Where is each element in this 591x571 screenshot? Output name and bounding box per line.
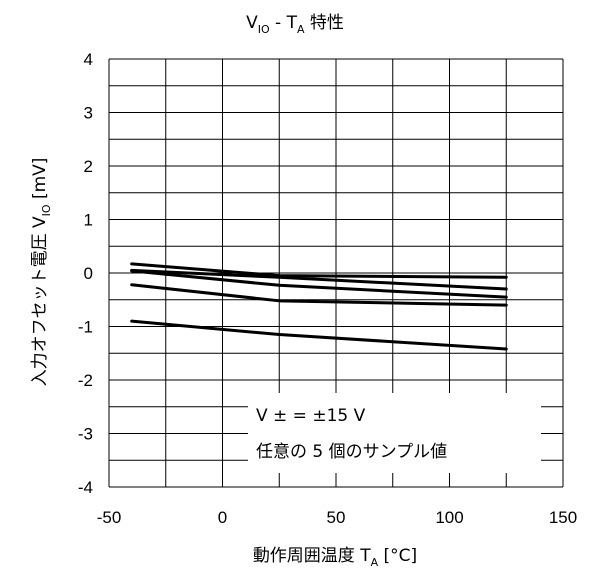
title-subscript-2: A (297, 23, 305, 36)
title-subscript: IO (258, 23, 270, 36)
x-tick-label: 0 (218, 508, 227, 527)
legend-box (248, 393, 541, 473)
y-tick-label: 2 (84, 157, 93, 176)
series-group (130, 262, 508, 351)
x-axis-label: 動作周囲温度 TA [°C] (253, 546, 417, 569)
y-label-tail: [mV] (30, 158, 50, 205)
y-axis-label: 入力オフセット電圧 VIO [mV] (30, 158, 53, 387)
y-tick-label: -1 (78, 318, 93, 337)
x-tick-label: 150 (549, 508, 577, 527)
series-line-1 (130, 262, 508, 279)
series-line-3 (130, 269, 508, 299)
series-line-4 (130, 283, 508, 307)
x-label-tail: [°C] (378, 546, 417, 566)
series-line-2 (130, 268, 508, 291)
x-tick-label: -50 (97, 508, 122, 527)
title-rest: - T (270, 13, 298, 33)
y-tick-label: 1 (84, 211, 93, 230)
y-tick-label: 3 (84, 104, 93, 123)
y-label-main: 入力オフセット電圧 V (30, 216, 50, 386)
title-main: V (246, 13, 258, 33)
legend-line-2: 任意の 5 個のサンプル値 (256, 442, 447, 462)
y-tick-label: 4 (84, 50, 93, 69)
tick-labels: -50 0 50 100 150 4 3 2 1 0 -1 -2 -3 -4 (78, 50, 577, 527)
y-tick-label: 0 (84, 264, 93, 283)
x-label-main: 動作周囲温度 T (253, 546, 371, 566)
x-label-subscript: A (371, 556, 379, 569)
x-tick-label: 100 (435, 508, 463, 527)
legend-line-1: V ± = ±15 V (256, 406, 366, 426)
y-tick-label: -2 (78, 371, 93, 390)
chart-title: VIO - TA 特性 (246, 13, 344, 36)
y-tick-label: -3 (78, 425, 93, 444)
y-label-subscript: IO (40, 204, 53, 216)
series-line-5 (130, 319, 508, 351)
x-tick-label: 50 (327, 508, 346, 527)
y-tick-label: -4 (78, 478, 93, 497)
title-tail: 特性 (305, 13, 344, 33)
